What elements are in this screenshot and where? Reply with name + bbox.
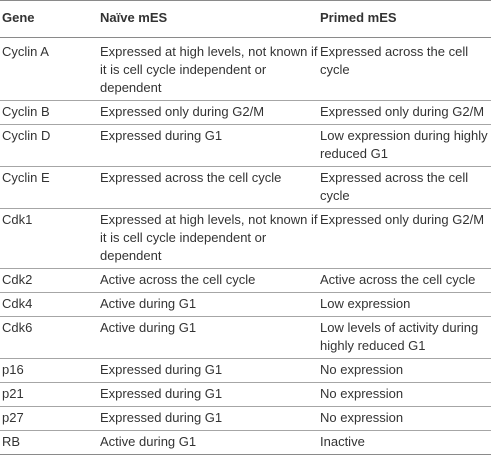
primed-cell: No expression (319, 382, 491, 407)
primed-cell: Active across the cell cycle (319, 268, 491, 293)
table-row: Cdk6 Active during G1 Low levels of acti… (0, 316, 491, 359)
table-header: Gene Naïve mES Primed mES (0, 0, 491, 38)
table-body: Cyclin A Expressed at high levels, not k… (0, 37, 491, 455)
table-row: Cyclin A Expressed at high levels, not k… (0, 37, 491, 101)
primed-cell: Low expression during highly reduced G1 (319, 124, 491, 167)
naive-cell: Active across the cell cycle (99, 268, 319, 293)
naive-cell: Expressed only during G2/M (99, 100, 319, 125)
gene-cell: Cyclin B (0, 100, 99, 125)
table-row: Cdk2 Active across the cell cycle Active… (0, 268, 491, 293)
gene-cell: p16 (0, 358, 99, 383)
naive-cell: Active during G1 (99, 292, 319, 317)
table-row: Cdk1 Expressed at high levels, not known… (0, 208, 491, 269)
naive-cell: Expressed at high levels, not known if i… (99, 208, 319, 269)
gene-cell: p27 (0, 406, 99, 431)
gene-cell: Cdk1 (0, 208, 99, 269)
header-row: Gene Naïve mES Primed mES (0, 0, 491, 38)
naive-cell: Expressed during G1 (99, 406, 319, 431)
primed-cell: Expressed only during G2/M (319, 100, 491, 125)
header-primed-mes: Primed mES (319, 0, 491, 38)
primed-cell: Low expression (319, 292, 491, 317)
table-row: Cyclin D Expressed during G1 Low express… (0, 124, 491, 167)
table-row: p27 Expressed during G1 No expression (0, 406, 491, 431)
table-row: Cdk4 Active during G1 Low expression (0, 292, 491, 317)
table-row: Cyclin B Expressed only during G2/M Expr… (0, 100, 491, 125)
naive-cell: Expressed during G1 (99, 358, 319, 383)
table-row: p16 Expressed during G1 No expression (0, 358, 491, 383)
naive-cell: Expressed across the cell cycle (99, 166, 319, 209)
naive-cell: Active during G1 (99, 316, 319, 359)
gene-cell: Cdk4 (0, 292, 99, 317)
gene-expression-table: Gene Naïve mES Primed mES Cyclin A Expre… (0, 0, 491, 455)
gene-cell: Cyclin E (0, 166, 99, 209)
gene-cell: RB (0, 430, 99, 455)
primed-cell: No expression (319, 406, 491, 431)
gene-cell: Cdk2 (0, 268, 99, 293)
header-gene: Gene (0, 0, 99, 38)
primed-cell: Expressed only during G2/M (319, 208, 491, 269)
table-row: RB Active during G1 Inactive (0, 430, 491, 455)
naive-cell: Active during G1 (99, 430, 319, 455)
gene-cell: Cyclin D (0, 124, 99, 167)
primed-cell: No expression (319, 358, 491, 383)
naive-cell: Expressed at high levels, not known if i… (99, 37, 319, 101)
gene-cell: p21 (0, 382, 99, 407)
primed-cell: Inactive (319, 430, 491, 455)
table-row: p21 Expressed during G1 No expression (0, 382, 491, 407)
primed-cell: Expressed across the cell cycle (319, 166, 491, 209)
gene-cell: Cyclin A (0, 37, 99, 101)
table-row: Cyclin E Expressed across the cell cycle… (0, 166, 491, 209)
naive-cell: Expressed during G1 (99, 124, 319, 167)
header-naive-mes: Naïve mES (99, 0, 319, 38)
primed-cell: Expressed across the cell cycle (319, 37, 491, 101)
primed-cell: Low levels of activity during highly red… (319, 316, 491, 359)
naive-cell: Expressed during G1 (99, 382, 319, 407)
gene-cell: Cdk6 (0, 316, 99, 359)
gene-expression-table-container: Gene Naïve mES Primed mES Cyclin A Expre… (0, 0, 491, 455)
